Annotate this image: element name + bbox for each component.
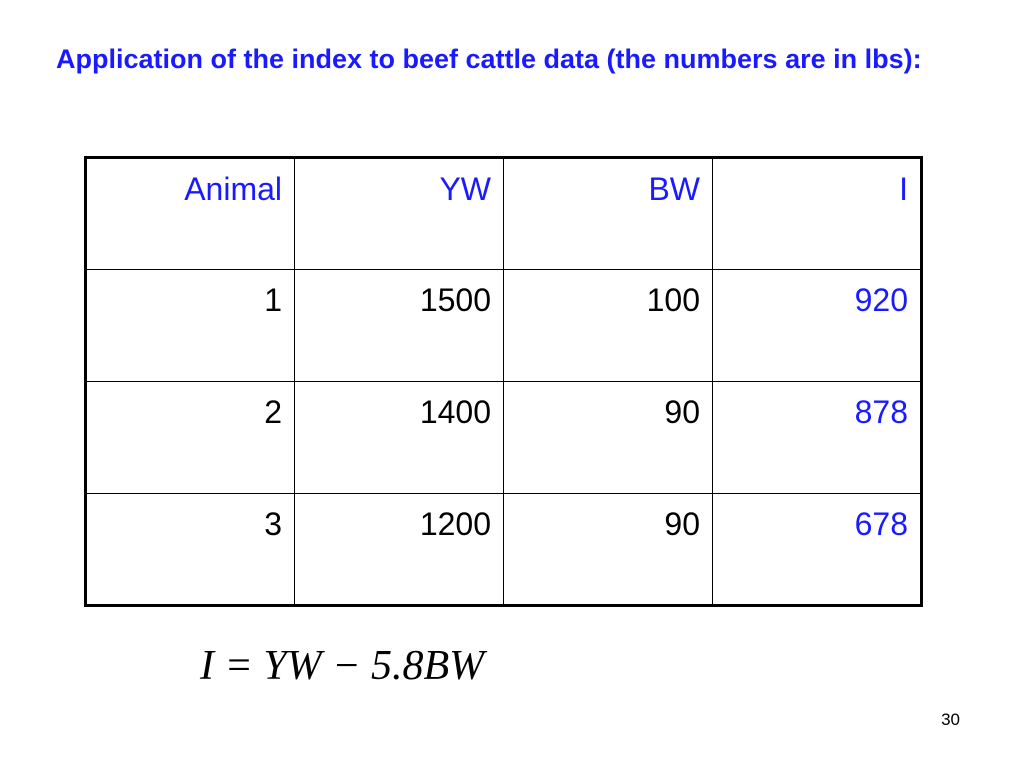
cell-yw: 1400 — [294, 381, 504, 494]
cell-index: 678 — [712, 493, 922, 606]
cell-yw: 1200 — [294, 493, 504, 606]
cell-index: 920 — [712, 269, 922, 382]
cell-animal: 1 — [85, 269, 295, 382]
cell-bw: 100 — [503, 269, 713, 382]
cell-bw: 90 — [503, 381, 713, 494]
header-yw: YW — [294, 157, 504, 270]
cattle-data-table: Animal YW BW I 1 1500 100 920 2 1400 90 … — [84, 156, 923, 607]
table-header-row: Animal YW BW I — [85, 157, 922, 270]
header-bw: BW — [503, 157, 713, 270]
table-row: 3 1200 90 678 — [85, 493, 922, 606]
cell-animal: 3 — [85, 493, 295, 606]
page-number: 30 — [941, 710, 960, 729]
slide-title: Application of the index to beef cattle … — [56, 44, 922, 74]
cell-bw: 90 — [503, 493, 713, 606]
table-row: 2 1400 90 878 — [85, 381, 922, 494]
header-animal: Animal — [85, 157, 295, 270]
index-formula: I = YW − 5.8BW — [200, 643, 485, 689]
cell-animal: 2 — [85, 381, 295, 494]
cell-index: 878 — [712, 381, 922, 494]
cell-yw: 1500 — [294, 269, 504, 382]
header-i: I — [712, 157, 922, 270]
table-row: 1 1500 100 920 — [85, 269, 922, 382]
